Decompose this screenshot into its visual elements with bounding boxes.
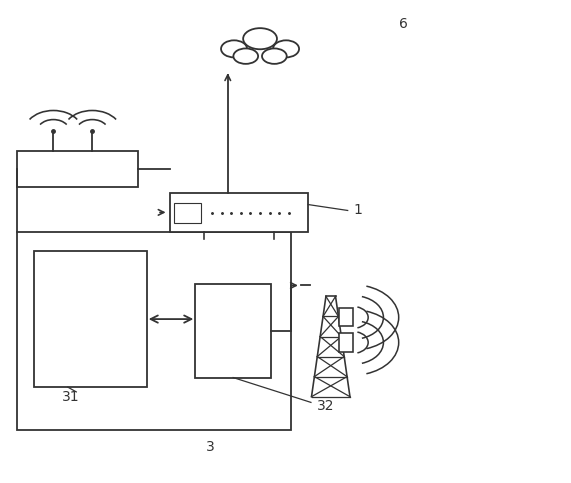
Bar [339,333,353,352]
Bar [17,151,139,186]
Ellipse shape [273,40,299,57]
Bar [17,232,291,430]
Ellipse shape [221,40,247,57]
Text: 6: 6 [399,17,408,31]
Text: 31: 31 [62,390,80,404]
Bar [170,193,308,232]
Ellipse shape [234,48,258,64]
Bar [34,251,147,387]
Text: 32: 32 [316,399,334,413]
Text: 3: 3 [206,440,215,454]
Ellipse shape [243,28,277,49]
Bar [339,308,353,327]
Text: 1: 1 [353,203,362,217]
Bar [195,284,271,378]
Bar [174,203,201,223]
Ellipse shape [262,48,287,64]
